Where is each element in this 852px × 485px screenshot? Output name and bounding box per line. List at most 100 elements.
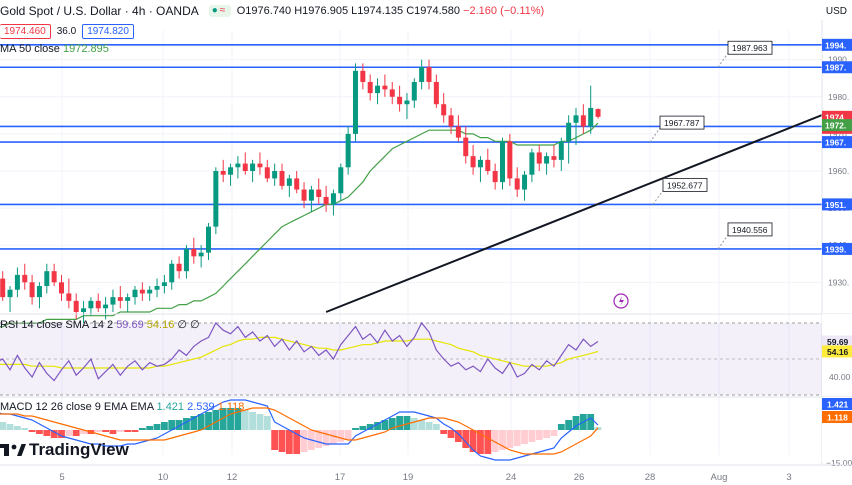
candle-body: [316, 189, 322, 197]
candle-body: [235, 163, 241, 168]
candle-body: [360, 70, 366, 82]
level-tag-text: 1967.787: [664, 118, 700, 128]
level-tag-leader: [652, 190, 664, 205]
ma-legend-label: MA 50 close: [0, 43, 60, 55]
macd-legend[interactable]: MACD 12 26 close 9 EMA EMA 1.421 2.539 1…: [0, 401, 244, 413]
candle-body: [330, 193, 336, 205]
chart-header: Gold Spot / U.S. Dollar · 4h · OANDA ● ≈ …: [0, 0, 544, 22]
rsi-legend-empty-1: ∅: [177, 319, 187, 331]
flash-icon-bolt: [619, 296, 624, 306]
candle-body: [544, 156, 550, 164]
macd-histogram-bar: [50, 430, 58, 438]
candle-body: [500, 141, 505, 183]
time-axis-tick: 19: [403, 472, 414, 483]
level-tag-text: 1987.963: [732, 43, 768, 53]
macd-histogram-bar: [521, 430, 528, 444]
macd-histogram-bar: [557, 424, 565, 430]
candle-body: [220, 171, 226, 175]
candle-body: [375, 85, 381, 94]
candle-body: [301, 189, 307, 201]
macd-histogram-bar: [506, 430, 514, 448]
currency-label[interactable]: USD: [825, 6, 847, 17]
candle-body: [36, 286, 42, 298]
close-value: C1974.580: [406, 5, 461, 17]
time-axis-tick: Aug: [711, 472, 728, 483]
candle-body: [7, 289, 13, 298]
price-axis-tick: 1960.: [828, 166, 849, 176]
level-axis-label: 1987.: [825, 63, 846, 73]
candle-body: [0, 278, 6, 298]
ma50-line: [0, 122, 599, 328]
candle-body: [117, 297, 123, 301]
macd-line: [0, 399, 599, 461]
macd-histogram-bar: [469, 430, 477, 452]
level-axis-label: 1939.: [825, 244, 846, 254]
candle-body: [308, 189, 314, 201]
candle-body: [228, 167, 234, 175]
macd-signal-axis-label-bg: [822, 411, 852, 423]
macd-axis-tick: −15.00: [826, 458, 852, 468]
macd-histogram-bar: [116, 430, 124, 432]
candle-body: [551, 156, 557, 160]
symbol-title[interactable]: Gold Spot / U.S. Dollar · 4h · OANDA: [0, 4, 199, 18]
price-axis-tick: 1970.: [828, 129, 849, 139]
rsi-sma-axis-label: 54.16: [827, 347, 849, 357]
candle-body: [492, 171, 498, 183]
price-axis-tick: 1990.: [828, 55, 849, 65]
macd-histogram-bar: [197, 414, 205, 430]
macd-histogram-bar: [131, 430, 139, 432]
macd-histogram-bar: [418, 420, 426, 430]
time-axis-tick: 28: [645, 472, 656, 483]
candle-body: [573, 115, 579, 123]
macd-histogram-bar: [6, 424, 14, 430]
market-status-icon[interactable]: ● ≈: [208, 5, 231, 17]
candle-body: [139, 289, 145, 294]
macd-histogram-bar: [359, 426, 367, 430]
macd-histogram-bar: [138, 428, 146, 430]
candle-body: [14, 274, 20, 290]
macd-histogram-bar: [513, 430, 521, 446]
time-axis-tick: 17: [335, 472, 346, 483]
macd-histogram-bar: [227, 408, 234, 430]
candle-body: [529, 152, 535, 175]
candle-body: [404, 100, 410, 105]
rsi-axis-tick: 40.00: [829, 372, 851, 382]
macd-histogram-bar: [36, 430, 43, 434]
candle-body: [95, 300, 101, 309]
rsi-legend[interactable]: RSI 14 close SMA 14 2 59.69 54.16 ∅ ∅: [0, 318, 200, 331]
candle-body: [242, 163, 248, 171]
level-tag-box: [659, 115, 705, 130]
level-tag-box: [727, 222, 773, 237]
candle-body: [59, 282, 64, 294]
macd-histogram-bar: [58, 430, 65, 438]
ma-axis-label-bg: [822, 119, 852, 132]
macd-histogram-bar: [153, 424, 161, 430]
buy-price-button[interactable]: 1974.820: [82, 23, 134, 39]
candle-body: [88, 300, 94, 309]
candle-body: [536, 152, 542, 164]
candle-body: [198, 252, 204, 257]
low-value: L1974.135: [351, 5, 404, 17]
macd-signal-axis-label: 1.118: [827, 413, 848, 423]
rsi-sma-axis-label-bg: [822, 345, 852, 358]
ma-legend[interactable]: MA 50 close 1972.895: [0, 43, 109, 55]
candle-body: [448, 115, 454, 127]
macd-axis-label: 1.421: [827, 400, 849, 410]
macd-histogram-bar: [65, 430, 73, 436]
sell-price-button[interactable]: 1974.460: [0, 23, 51, 39]
level-axis-label: 1951.: [825, 200, 846, 210]
macd-histogram-bar: [80, 430, 87, 434]
rsi-legend-empty-2: ∅: [190, 319, 200, 331]
macd-histogram-bar: [293, 430, 301, 454]
macd-histogram-bar: [535, 430, 543, 440]
tradingview-logo[interactable]: TradingView: [0, 437, 129, 463]
time-axis-tick: 26: [574, 472, 585, 483]
macd-histogram-bar: [72, 430, 80, 436]
candle-body: [51, 271, 57, 283]
level-tag-leader: [649, 127, 661, 143]
macd-histogram-bar: [484, 430, 492, 454]
rsi-legend-value: 59.69: [116, 319, 144, 331]
macd-histogram-bar: [271, 430, 279, 450]
candle-body: [294, 178, 300, 190]
